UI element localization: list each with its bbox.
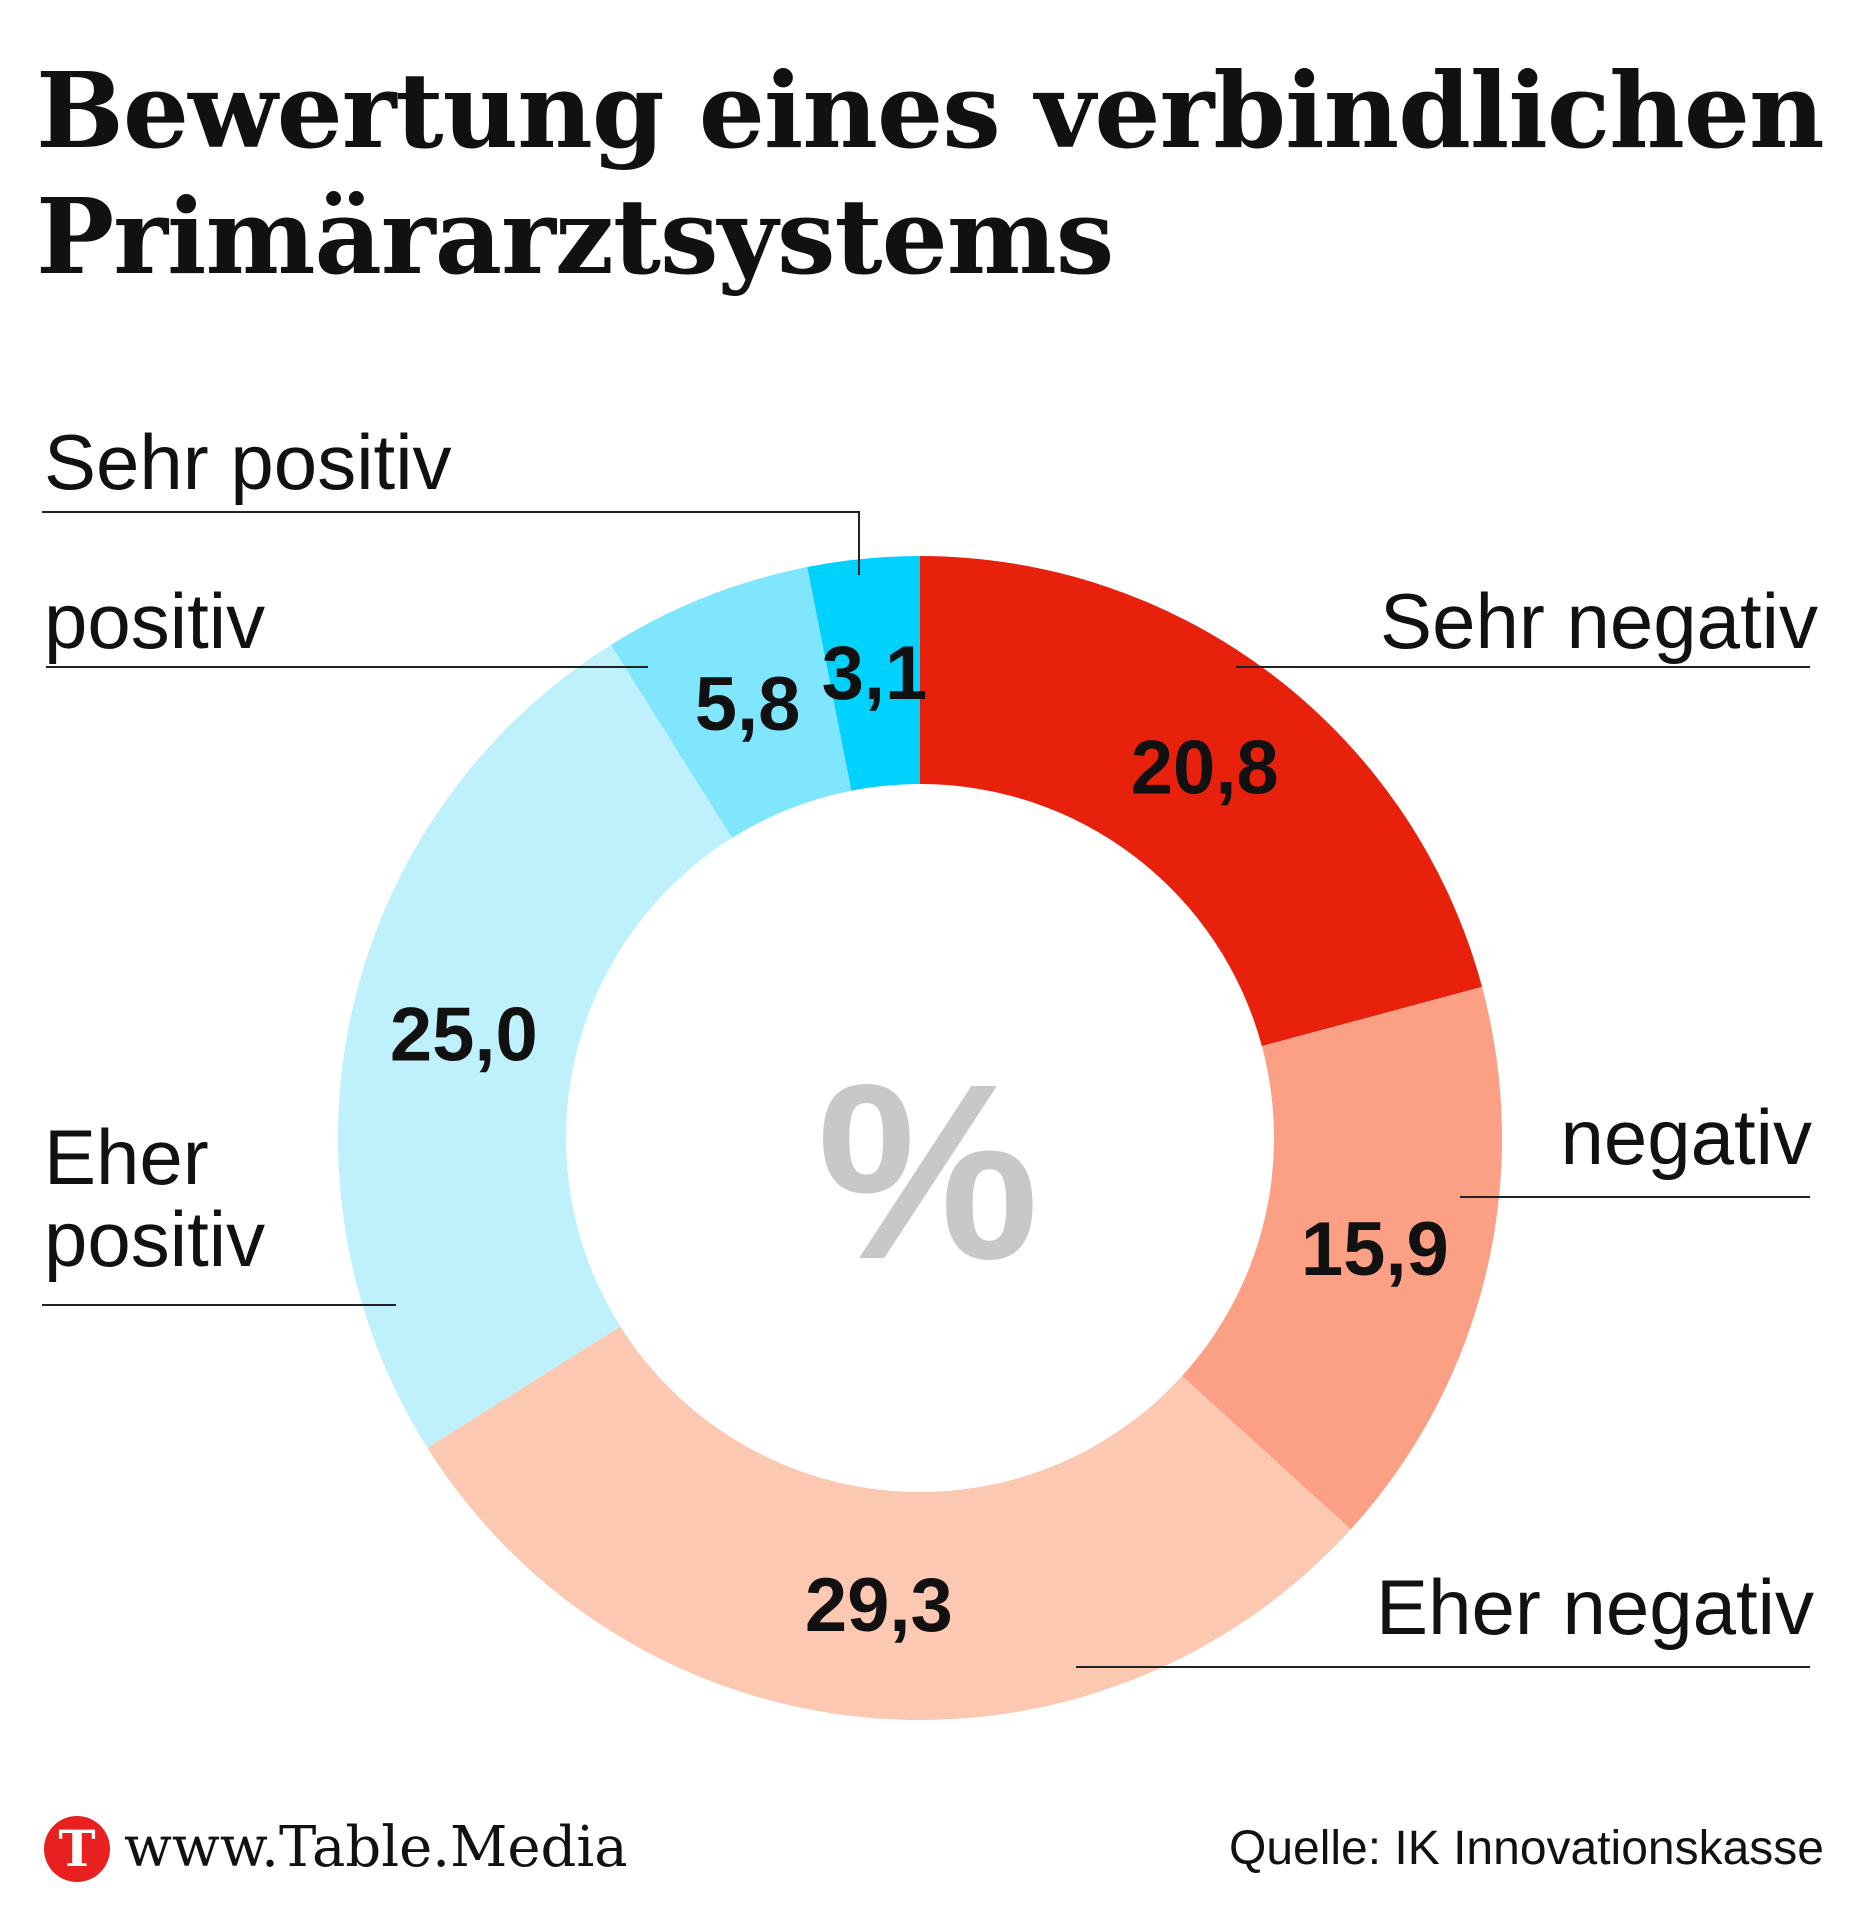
donut-slice-sehr-positiv (807, 556, 920, 791)
donut-slices (337, 556, 1503, 1720)
label-sehr-negativ: Sehr negativ (1380, 577, 1818, 665)
donut-slice-eher-negativ (427, 1326, 1351, 1720)
donut-slice-sehr-negativ (920, 556, 1483, 1047)
label-eher-negativ: Eher negativ (1376, 1563, 1814, 1651)
leader-sehr-positiv (42, 511, 860, 513)
leader-eher-negativ (1076, 1666, 1810, 1668)
value-label-eher-positiv: 25,0 (390, 993, 538, 1078)
donut-slice-positiv (610, 567, 852, 839)
footer-source: Quelle: IK Innovationskasse (1228, 1822, 1824, 1875)
value-label-eher-negativ: 29,3 (805, 1563, 953, 1648)
value-label-sehr-negativ: 20,8 (1131, 726, 1279, 811)
leader-negativ (1460, 1196, 1810, 1198)
donut-slice-eher-positiv (337, 644, 733, 1448)
donut-value-labels: 20,8 15,9 29,3 25,0 5,8 3,1 (390, 631, 1449, 1648)
footer-site-link[interactable]: www.Table.Media (124, 1815, 628, 1880)
label-eher-positiv-line2: positiv (44, 1195, 266, 1283)
value-label-negativ: 15,9 (1301, 1207, 1449, 1292)
leader-sehr-negativ (1236, 666, 1810, 668)
chart-title: Bewertung eines verbindlichen Primärarzt… (36, 49, 1825, 298)
leader-eher-positiv (42, 1304, 396, 1306)
value-label-positiv: 5,8 (695, 662, 801, 747)
donut-slice-negativ (1182, 986, 1503, 1530)
leader-positiv (46, 666, 648, 668)
center-percent-label: % (817, 1032, 1039, 1311)
label-positiv: positiv (44, 577, 266, 665)
label-sehr-positiv: Sehr positiv (44, 418, 452, 506)
leader-sehr-positiv-drop (858, 511, 860, 575)
table-media-logo: T (44, 1816, 110, 1882)
label-negativ: negativ (1560, 1093, 1812, 1181)
value-label-sehr-positiv: 3,1 (822, 631, 928, 716)
label-eher-positiv-line1: Eher (44, 1113, 209, 1201)
